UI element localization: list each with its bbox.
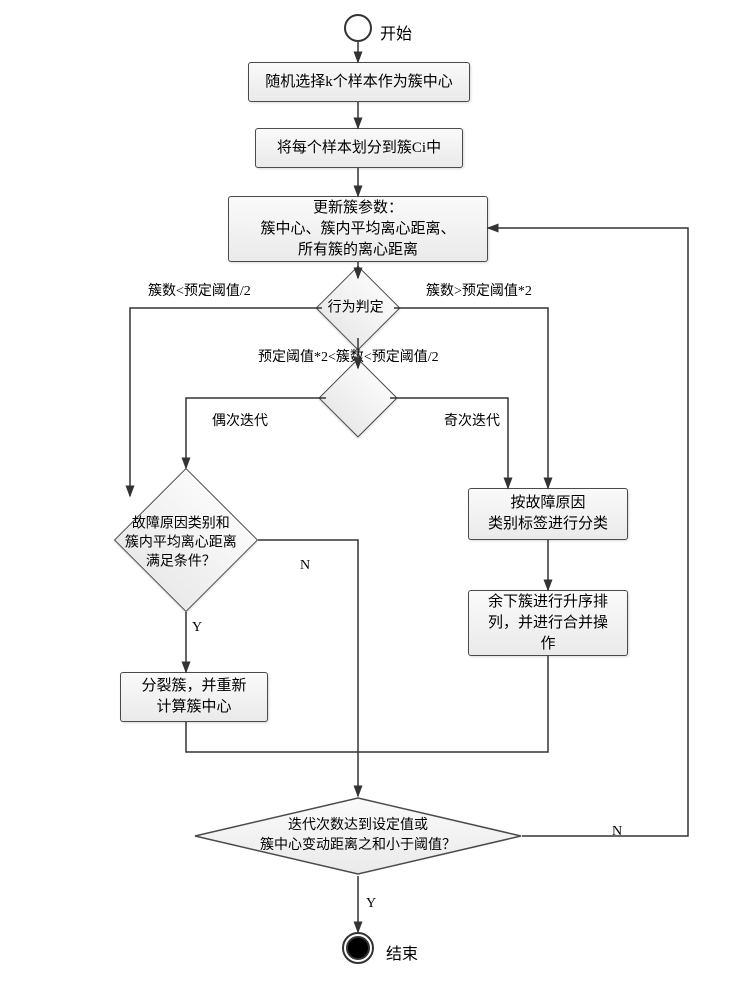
behavior-diamond: 行为判定 xyxy=(316,266,401,351)
end-label: 结束 xyxy=(386,940,418,964)
left-box-text: 分裂簇，并重新 计算簇中心 xyxy=(141,676,246,718)
final-diamond: 迭代次数达到设定值或 簇中心变动距离之和小于阈值？ xyxy=(193,796,523,876)
left-cond-text: 故障原因类别和 簇内平均离心距离 满足条件？ xyxy=(81,515,281,572)
step1-box: 随机选择k个样本作为簇中心 xyxy=(248,62,470,102)
final-Y: Y xyxy=(366,896,376,912)
final-diamond-text: 迭代次数达到设定值或 簇中心变动距离之和小于阈值？ xyxy=(193,816,523,855)
left-box: 分裂簇，并重新 计算簇中心 xyxy=(120,672,268,722)
right-box-2: 余下簇进行升序排 列，并进行合并操 作 xyxy=(468,590,628,656)
cond-left: 簇数<预定阈值/2 xyxy=(148,280,251,300)
left-Y: Y xyxy=(192,620,202,636)
even-iter-label: 偶次迭代 xyxy=(212,410,268,430)
start-label: 开始 xyxy=(380,20,412,44)
step3-box: 更新簇参数： 簇中心、簇内平均离心距离、 所有簇的离心距离 xyxy=(228,196,488,262)
right-box-1: 按故障原因 类别标签进行分类 xyxy=(468,488,628,540)
final-N: N xyxy=(612,824,622,840)
left-N: N xyxy=(300,558,310,574)
behavior-label: 行为判定 xyxy=(298,300,414,319)
step3-body: 簇中心、簇内平均离心距离、 所有簇的离心距离 xyxy=(260,219,455,261)
step1-text: 随机选择k个样本作为簇中心 xyxy=(265,72,453,93)
left-cond-diamond: 故障原因类别和 簇内平均离心距离 满足条件？ xyxy=(114,468,258,612)
step2-box: 将每个样本划分到簇Ci中 xyxy=(255,128,463,168)
step2-text: 将每个样本划分到簇Ci中 xyxy=(277,138,441,159)
start-node xyxy=(344,14,372,42)
iter-diamond xyxy=(318,358,397,437)
right-box-1-text: 按故障原因 类别标签进行分类 xyxy=(488,493,608,535)
cond-right: 簇数>预定阈值*2 xyxy=(426,280,532,300)
step3-title: 更新簇参数： xyxy=(313,198,403,219)
right-box-2-text: 余下簇进行升序排 列，并进行合并操 作 xyxy=(488,592,608,655)
odd-iter-label: 奇次迭代 xyxy=(444,410,500,430)
cond-mid: 预定阈值*2<簇数<预定阈值/2 xyxy=(258,346,439,366)
end-outer xyxy=(342,932,374,964)
